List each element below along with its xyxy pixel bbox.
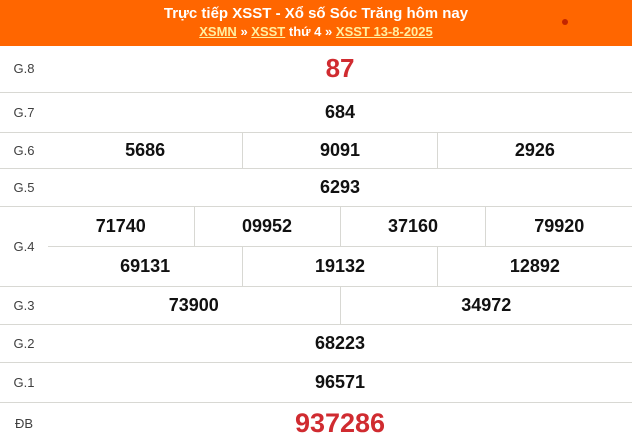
breadcrumb-link-xsst[interactable]: XSST (251, 24, 286, 39)
prize-label: G.2 (0, 324, 49, 363)
prize-value: 684 (48, 92, 632, 133)
table-row-g1: G.1 96571 (0, 362, 632, 403)
table-row-g8: G.8 87 (0, 46, 632, 93)
prize-value: 09952 (194, 206, 341, 247)
breadcrumb-weekday: thứ 4 (288, 24, 322, 39)
table-row-g7: G.7 684 (0, 92, 632, 133)
prize-value: 96571 (48, 362, 632, 403)
table-row-g5: G.5 6293 (0, 168, 632, 207)
prize-label: G.3 (0, 286, 49, 325)
breadcrumb-link-xsmn[interactable]: XSMN (199, 24, 237, 39)
table-row-g3: G.3 73900 34972 (0, 286, 632, 325)
prize-label: G.6 (0, 132, 49, 169)
prize-value: 79920 (485, 206, 632, 247)
results-table: G.8 87 G.7 684 G.6 5686 9091 2926 G.5 62… (0, 46, 632, 442)
prize-label: G.8 (0, 46, 49, 93)
prize-value: 9091 (242, 132, 438, 169)
prize-label: G.5 (0, 168, 49, 207)
breadcrumb-link-date[interactable]: XSST 13-8-2025 (335, 24, 433, 39)
prize-label: ĐB (15, 415, 34, 431)
table-row-g4-line1: G.4 71740 09952 37160 79920 (0, 206, 632, 287)
page-title: Trực tiếp XSST - Xổ số Sóc Trăng hôm nay (163, 5, 469, 22)
table-row-g4-line2: 69131 19132 12892 (0, 246, 632, 287)
prize-label: G.1 (0, 362, 49, 403)
prize-value: 12892 (437, 246, 632, 287)
prize-value: 19132 (242, 246, 438, 287)
prize-value: 69131 (48, 246, 244, 287)
prize-value: 2926 (437, 132, 632, 169)
prize-value: 34972 (340, 286, 632, 325)
breadcrumb: XSMN » XSST thứ 4 » XSST 13-8-2025 (0, 23, 632, 41)
prize-value: 37160 (340, 206, 487, 247)
prize-value: 6293 (48, 168, 632, 207)
breadcrumb-separator: » (240, 24, 248, 39)
header-bar: Trực tiếp XSST - Xổ số Sóc Trăng hôm nay… (0, 0, 632, 46)
live-dot-icon (562, 19, 568, 25)
table-row-g6: G.6 5686 9091 2926 (0, 132, 632, 169)
prize-value: 937286 (294, 407, 386, 438)
prize-label: G.4 (0, 206, 49, 287)
prize-value: 73900 (48, 286, 341, 325)
prize-value: 5686 (48, 132, 244, 169)
prize-value: 71740 (48, 206, 195, 247)
table-row-db: ĐB 937286 (0, 402, 632, 442)
table-row-g2: G.2 68223 (0, 324, 632, 363)
prize-value: 87 (48, 46, 632, 93)
prize-value: 68223 (48, 324, 632, 363)
prize-label: G.7 (0, 92, 49, 133)
breadcrumb-separator: » (325, 24, 333, 39)
